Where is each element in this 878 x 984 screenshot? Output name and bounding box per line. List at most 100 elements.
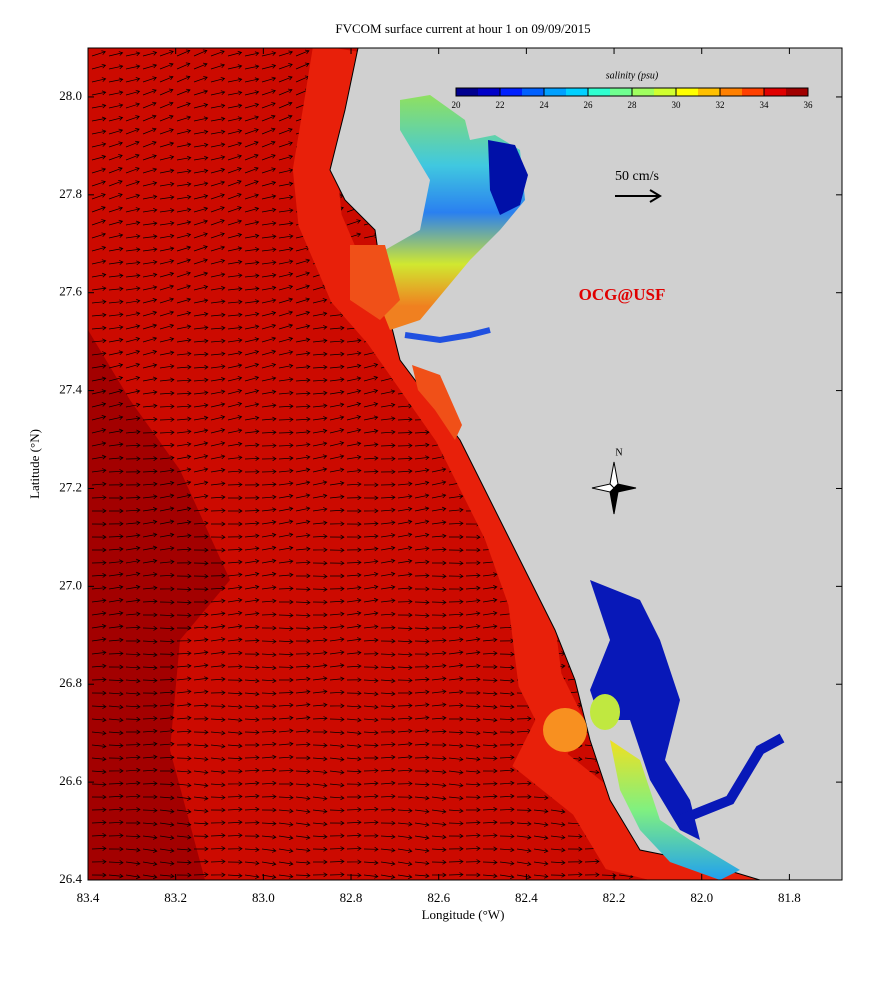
current-arrow bbox=[278, 626, 294, 631]
current-arrow bbox=[278, 403, 294, 409]
current-arrow bbox=[159, 208, 175, 213]
current-arrow bbox=[176, 676, 192, 682]
current-arrow bbox=[210, 389, 226, 395]
current-arrow bbox=[210, 103, 226, 109]
current-arrow bbox=[278, 234, 294, 239]
current-arrow bbox=[312, 808, 328, 814]
current-arrow bbox=[91, 286, 107, 291]
current-arrow bbox=[193, 702, 209, 708]
current-arrow bbox=[91, 690, 107, 696]
colorbar-band bbox=[786, 88, 809, 96]
y-tick-label: 27.0 bbox=[59, 577, 82, 592]
current-arrow bbox=[397, 639, 413, 645]
current-arrow bbox=[295, 351, 311, 356]
current-arrow bbox=[312, 364, 328, 370]
current-arrow bbox=[227, 232, 243, 239]
current-arrow bbox=[278, 715, 294, 721]
current-arrow bbox=[193, 833, 209, 839]
current-arrow bbox=[363, 664, 379, 670]
current-arrow bbox=[261, 520, 277, 525]
current-arrow bbox=[159, 430, 175, 435]
current-arrow bbox=[176, 271, 191, 278]
current-arrow bbox=[142, 545, 158, 551]
current-arrow bbox=[244, 624, 260, 630]
current-arrow bbox=[159, 519, 175, 525]
current-arrow bbox=[550, 809, 566, 814]
current-arrow bbox=[431, 782, 447, 788]
current-arrow bbox=[295, 324, 311, 330]
current-arrow bbox=[244, 755, 260, 761]
current-arrow bbox=[193, 859, 209, 865]
colorbar-tick-label: 26 bbox=[584, 100, 594, 110]
current-arrow bbox=[91, 846, 107, 851]
current-arrow bbox=[448, 676, 464, 682]
current-arrow bbox=[142, 154, 157, 161]
current-arrow bbox=[431, 520, 447, 525]
current-arrow bbox=[295, 391, 311, 396]
current-arrow bbox=[193, 493, 209, 499]
current-arrow bbox=[329, 730, 345, 736]
current-arrow bbox=[244, 233, 260, 239]
current-arrow bbox=[363, 584, 379, 590]
current-arrow bbox=[125, 807, 141, 812]
current-arrow bbox=[193, 364, 209, 370]
current-arrow bbox=[142, 234, 158, 239]
current-arrow bbox=[380, 598, 396, 604]
current-arrow bbox=[261, 598, 277, 604]
current-arrow bbox=[312, 859, 328, 865]
current-arrow bbox=[227, 704, 243, 710]
current-arrow bbox=[159, 689, 175, 695]
current-arrow bbox=[482, 846, 498, 852]
colorbar-band bbox=[632, 88, 655, 96]
current-arrow bbox=[499, 833, 515, 839]
current-arrow bbox=[278, 443, 294, 448]
current-arrow bbox=[176, 416, 192, 422]
current-arrow bbox=[91, 116, 107, 122]
current-arrow bbox=[108, 206, 123, 213]
current-arrow bbox=[499, 807, 515, 812]
current-arrow bbox=[312, 756, 328, 762]
current-arrow bbox=[91, 193, 106, 200]
current-arrow bbox=[278, 848, 294, 854]
current-arrow bbox=[431, 650, 447, 656]
current-arrow bbox=[278, 297, 294, 304]
current-arrow bbox=[312, 612, 328, 618]
current-arrow bbox=[448, 534, 464, 540]
current-arrow bbox=[159, 559, 175, 565]
current-arrow bbox=[193, 76, 208, 83]
current-arrow bbox=[193, 507, 209, 513]
current-arrow bbox=[329, 716, 345, 722]
current-arrow bbox=[329, 756, 345, 762]
current-arrow bbox=[91, 299, 107, 305]
current-arrow bbox=[176, 573, 192, 579]
current-arrow bbox=[176, 115, 192, 122]
current-arrow bbox=[244, 115, 260, 122]
current-arrow bbox=[397, 665, 413, 670]
current-arrow bbox=[278, 728, 294, 734]
current-arrow bbox=[499, 651, 515, 657]
current-arrow bbox=[176, 245, 192, 252]
current-arrow bbox=[193, 142, 209, 148]
current-arrow bbox=[244, 349, 260, 356]
current-arrow bbox=[329, 351, 345, 357]
current-arrow bbox=[176, 391, 192, 396]
current-arrow bbox=[414, 429, 430, 435]
current-arrow bbox=[91, 650, 107, 656]
current-arrow bbox=[193, 181, 209, 187]
current-arrow bbox=[159, 88, 174, 96]
current-arrow bbox=[159, 822, 175, 827]
current-arrow bbox=[159, 835, 175, 840]
current-arrow bbox=[193, 467, 209, 473]
current-arrow bbox=[244, 860, 260, 866]
current-arrow bbox=[159, 284, 175, 291]
current-arrow bbox=[550, 847, 566, 853]
x-tick-label: 82.2 bbox=[603, 890, 626, 905]
current-arrow bbox=[278, 835, 294, 840]
current-arrow bbox=[142, 716, 158, 721]
current-arrow bbox=[397, 677, 413, 683]
current-arrow bbox=[278, 75, 293, 83]
current-arrow bbox=[278, 468, 294, 474]
current-arrow bbox=[414, 600, 430, 605]
current-arrow bbox=[278, 377, 294, 382]
current-arrow bbox=[176, 480, 192, 486]
